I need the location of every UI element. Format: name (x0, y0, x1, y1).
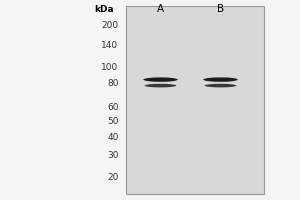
Ellipse shape (203, 77, 238, 82)
Ellipse shape (205, 84, 236, 87)
Text: 60: 60 (107, 104, 118, 112)
Text: 200: 200 (101, 21, 118, 29)
Ellipse shape (143, 77, 178, 82)
Text: 30: 30 (107, 150, 118, 160)
Text: 50: 50 (107, 116, 118, 126)
Text: 80: 80 (107, 78, 118, 88)
Text: B: B (217, 4, 224, 14)
Text: kDa: kDa (94, 4, 114, 14)
Text: 20: 20 (107, 172, 118, 182)
Text: 40: 40 (107, 132, 118, 142)
Text: A: A (157, 4, 164, 14)
Text: 100: 100 (101, 62, 118, 72)
Text: 140: 140 (101, 40, 118, 49)
Bar (126, 6, 264, 194)
Ellipse shape (145, 84, 176, 87)
